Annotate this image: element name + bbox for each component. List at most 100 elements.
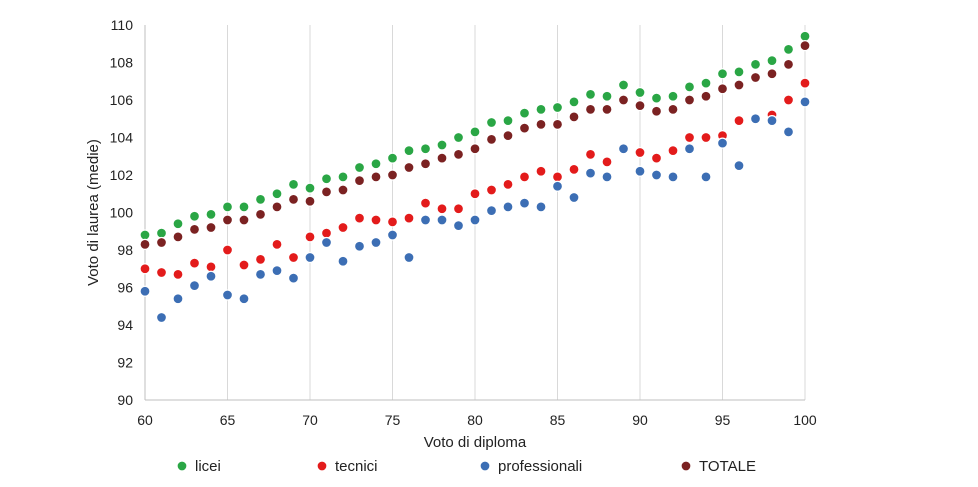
data-point: [584, 167, 597, 179]
data-point: [469, 126, 481, 138]
data-point: [436, 203, 448, 215]
data-point: [634, 86, 646, 99]
y-tick-label: 108: [110, 55, 134, 71]
data-point: [485, 133, 498, 146]
grid-lines: [227, 25, 723, 400]
legend-label: TOTALE: [699, 458, 756, 475]
legend-item-licei: licei: [176, 458, 221, 475]
data-point: [238, 259, 250, 271]
data-point: [320, 186, 333, 198]
data-point: [238, 201, 250, 213]
data-point: [353, 240, 366, 252]
data-point: [617, 143, 630, 155]
data-point: [254, 193, 267, 206]
tick-labels: 90 92 94 96 98 100 102 104 106 108 110 60 65 70 75 80 85…: [110, 17, 817, 428]
data-point: [353, 174, 366, 187]
data-point: [271, 238, 283, 251]
data-point: [188, 257, 201, 269]
data-point: [667, 144, 679, 157]
data-point: [287, 193, 300, 206]
x-tick-label: 75: [385, 412, 401, 428]
data-point: [667, 103, 679, 116]
data-point: [436, 152, 448, 164]
data-point: [782, 94, 795, 106]
data-point: [551, 101, 564, 114]
data-point: [469, 188, 481, 200]
legend-marker: [176, 460, 188, 472]
data-point: [403, 161, 415, 174]
y-tick-label: 106: [110, 92, 134, 108]
data-point: [452, 203, 465, 215]
data-point: [601, 171, 613, 183]
data-point: [502, 201, 514, 213]
x-axis-title: Voto di diploma: [424, 434, 527, 451]
legend-item-tecnici: tecnici: [316, 458, 378, 475]
data-point: [304, 195, 316, 207]
data-point: [403, 212, 415, 224]
data-point: [683, 131, 696, 144]
data-point: [370, 214, 382, 226]
data-point: [238, 293, 250, 305]
data-point: [370, 158, 382, 170]
data-point: [799, 96, 811, 108]
data-point: [370, 236, 382, 249]
x-tick-label: 90: [632, 412, 648, 428]
data-point: [799, 30, 811, 42]
data-point: [452, 148, 465, 161]
data-point: [205, 208, 217, 221]
data-point: [551, 118, 564, 131]
data-point: [617, 79, 630, 91]
data-point: [337, 221, 349, 234]
y-tick-label: 92: [117, 355, 133, 371]
data-point: [782, 43, 795, 56]
data-point: [139, 285, 151, 297]
x-tick-label: 65: [220, 412, 236, 428]
data-point: [386, 229, 399, 241]
data-point: [320, 227, 333, 239]
data-point: [650, 169, 663, 181]
data-point: [403, 251, 415, 264]
data-points: [139, 30, 811, 324]
data-point: [749, 113, 762, 125]
legend: licei tecnici professionali TOTALE: [176, 458, 756, 475]
data-point: [155, 266, 168, 279]
data-point: [188, 223, 201, 236]
data-point: [353, 161, 366, 174]
data-point: [485, 116, 498, 129]
data-point: [634, 165, 646, 177]
series-licei: [139, 30, 811, 241]
data-point: [386, 169, 399, 181]
data-point: [155, 311, 168, 324]
data-point: [733, 79, 745, 91]
data-point: [172, 268, 184, 281]
data-point: [584, 88, 597, 101]
data-point: [733, 114, 745, 127]
data-point: [205, 221, 217, 234]
data-point: [502, 114, 514, 127]
data-point: [155, 236, 168, 249]
data-point: [221, 214, 234, 226]
data-point: [568, 191, 580, 204]
data-point: [304, 231, 316, 243]
data-point: [419, 158, 432, 170]
data-point: [568, 96, 580, 108]
y-tick-label: 104: [110, 130, 134, 146]
data-point: [601, 90, 613, 102]
data-point: [551, 171, 564, 183]
data-point: [337, 255, 349, 267]
data-point: [733, 159, 745, 172]
data-point: [535, 165, 547, 177]
legend-label: professionali: [498, 458, 582, 475]
data-point: [304, 251, 316, 264]
data-point: [386, 152, 399, 164]
data-point: [485, 204, 498, 217]
data-point: [188, 210, 201, 222]
data-point: [205, 270, 217, 282]
data-point: [436, 214, 448, 226]
data-point: [205, 261, 217, 273]
data-point: [568, 163, 580, 176]
data-point: [535, 118, 547, 131]
data-point: [749, 71, 762, 84]
data-point: [799, 77, 811, 89]
data-point: [320, 236, 333, 249]
